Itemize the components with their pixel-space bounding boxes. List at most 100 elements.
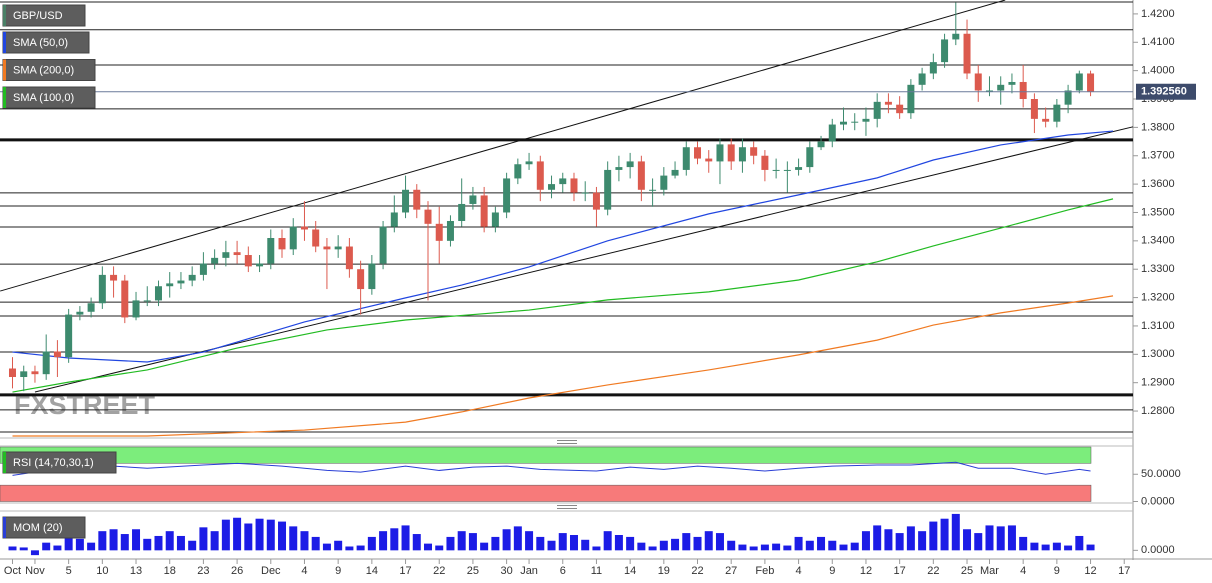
x-tick-label: 17 — [1118, 565, 1130, 577]
candle-body — [379, 226, 387, 264]
candle-body — [806, 147, 814, 168]
mom-bar — [760, 544, 769, 551]
x-tick-label: 4 — [1020, 565, 1026, 577]
candle-body — [851, 121, 859, 123]
candle-body — [929, 62, 937, 74]
mom-bar — [839, 544, 848, 551]
mom-bar — [648, 546, 657, 551]
candle-body — [177, 280, 185, 284]
mom-bar — [727, 540, 736, 551]
x-tick-label: 18 — [164, 565, 176, 577]
candle-body — [166, 283, 174, 287]
x-tick-label: 17 — [894, 565, 906, 577]
resize-handle[interactable] — [557, 440, 577, 444]
mom-bar — [446, 536, 455, 551]
legend-label: SMA (50,0) — [13, 37, 68, 49]
candle-body — [536, 161, 544, 190]
candle-body — [548, 184, 556, 190]
mom-bar — [98, 531, 107, 551]
mom-bar — [884, 529, 893, 551]
candle-body — [458, 203, 466, 221]
candle-body — [334, 246, 342, 250]
candle-body — [256, 263, 264, 267]
legend-label: MOM (20) — [13, 522, 63, 534]
mom-bar — [929, 521, 938, 551]
candle-body — [1087, 73, 1095, 92]
mom-bar — [682, 533, 691, 551]
candle-body — [626, 161, 634, 168]
price-tag — [1136, 83, 1196, 100]
y-tick-label: 1.3100 — [1141, 320, 1175, 332]
y-tick-label: 50.0000 — [1141, 468, 1181, 480]
y-tick-label: 1.2900 — [1141, 377, 1175, 389]
mom-bar — [659, 540, 668, 551]
mom-bar — [53, 545, 62, 551]
candle-body — [941, 39, 949, 63]
y-tick-label: 1.4000 — [1141, 65, 1175, 77]
mom-bar — [221, 519, 230, 551]
y-tick-label: 1.2800 — [1141, 405, 1175, 417]
candle-body — [570, 178, 578, 193]
candle-body — [738, 147, 746, 162]
mom-bar — [143, 538, 152, 551]
price-panel — [0, 0, 1133, 438]
candle-body — [907, 84, 915, 114]
mom-bar — [289, 526, 298, 551]
candle-body — [278, 238, 286, 250]
candle-body — [750, 147, 758, 156]
candle-body — [716, 144, 724, 162]
mom-bar — [87, 542, 96, 551]
mom-bar — [637, 542, 646, 551]
mom-bar — [132, 529, 141, 551]
y-tick-label: 0.0000 — [1141, 544, 1175, 556]
mom-bar — [671, 538, 680, 551]
mom-bar — [210, 531, 219, 551]
candle-body — [604, 169, 612, 210]
x-tick-label: 25 — [467, 565, 479, 577]
mom-bar — [1019, 536, 1028, 551]
mom-bar — [1041, 544, 1050, 551]
mom-bar — [513, 526, 522, 551]
candle-body — [997, 84, 1005, 91]
mom-bar — [569, 535, 578, 551]
candle-body — [413, 189, 421, 210]
x-tick-label: Oct — [4, 565, 21, 577]
mom-bar — [64, 534, 73, 551]
candle-body — [985, 90, 993, 92]
legend-swatch — [3, 59, 6, 81]
candle-body — [424, 209, 432, 224]
candle-body — [110, 274, 118, 281]
legend: GBP/USD SMA (50,0) SMA (200,0) SMA (100,0) — [2, 4, 96, 109]
price-tag-label: 1.392560 — [1141, 86, 1187, 98]
rsi-band — [0, 484, 1092, 502]
candle-body — [660, 175, 668, 190]
candle-body — [828, 124, 836, 142]
candle-body — [1030, 99, 1038, 119]
mom-bar — [266, 519, 275, 551]
mom-bar — [367, 536, 376, 551]
mom-bar — [19, 547, 28, 551]
x-tick-label: 12 — [860, 565, 872, 577]
candle-body — [323, 246, 331, 250]
candle-body — [1019, 81, 1027, 100]
mom-bar — [558, 533, 567, 551]
candle-body — [65, 314, 73, 358]
resize-handle[interactable] — [557, 505, 577, 509]
candle-body — [211, 257, 219, 264]
x-tick-label: 22 — [691, 565, 703, 577]
candle-body — [817, 141, 825, 148]
candle-body — [637, 161, 645, 190]
candle-body — [199, 263, 207, 275]
candle-body — [233, 252, 241, 256]
candle-body — [514, 164, 522, 179]
mom-bar — [749, 546, 758, 551]
mom-bar — [435, 545, 444, 551]
mom-bar — [1064, 545, 1073, 551]
mom-bar — [255, 518, 264, 551]
x-tick-label: 30 — [500, 565, 512, 577]
candle-body — [615, 167, 623, 170]
mom-bar — [233, 517, 242, 551]
candle-body — [132, 300, 140, 318]
mom-bar — [794, 536, 803, 551]
sma-line — [12, 295, 1114, 437]
